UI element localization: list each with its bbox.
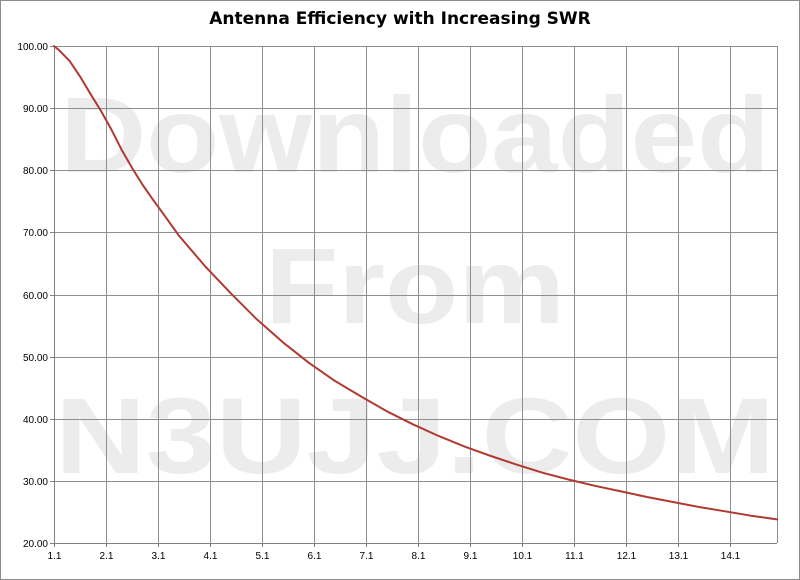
x-tick-label: 8.1 (412, 551, 426, 562)
x-tick-label: 9.1 (464, 551, 478, 562)
y-tick-label: 70.00 (23, 228, 48, 239)
x-tick-label: 10.1 (513, 551, 533, 562)
x-tick-label: 3.1 (152, 551, 166, 562)
y-tick-label: 40.00 (23, 415, 48, 426)
x-tick-label: 11.1 (565, 551, 584, 562)
x-tick-label: 7.1 (360, 551, 374, 562)
y-tick-label: 20.00 (23, 539, 48, 550)
chart-title: Antenna Efficiency with Increasing SWR (209, 9, 591, 29)
efficiency-series-line (53, 45, 778, 521)
x-tick-label: 5.1 (256, 551, 270, 562)
y-tick-label: 50.00 (23, 353, 48, 364)
y-tick-label: 60.00 (23, 291, 48, 302)
x-tick-label: 6.1 (308, 551, 322, 562)
gridlines (50, 46, 778, 547)
y-tick-label: 80.00 (23, 166, 48, 177)
watermark: Downloaded From N3UJJ.COM (55, 74, 775, 496)
x-tick-label: 13.1 (669, 551, 689, 562)
x-tick-label: 1.1 (48, 551, 62, 562)
y-tick-label: 100.00 (17, 42, 48, 53)
watermark-line-1: Downloaded (60, 74, 770, 195)
x-tick-label: 12.1 (617, 551, 637, 562)
y-tick-label: 90.00 (23, 104, 48, 115)
y-tick-label: 30.00 (23, 477, 48, 488)
x-tick-labels: 1.1 2.1 3.1 4.1 5.1 6.1 7.1 8.1 9.1 10.1 11.1 12.1 1… (48, 551, 741, 562)
watermark-line-3: N3UJJ.COM (55, 375, 775, 496)
watermark-line-2: From (265, 225, 565, 346)
x-tick-label: 14.1 (721, 551, 741, 562)
y-tick-labels: 20.00 30.00 40.00 50.00 60.00 70.00 80.00 90.00… (17, 42, 48, 550)
x-tick-label: 2.1 (100, 551, 114, 562)
x-tick-label: 4.1 (204, 551, 218, 562)
series-lines (53, 45, 778, 521)
